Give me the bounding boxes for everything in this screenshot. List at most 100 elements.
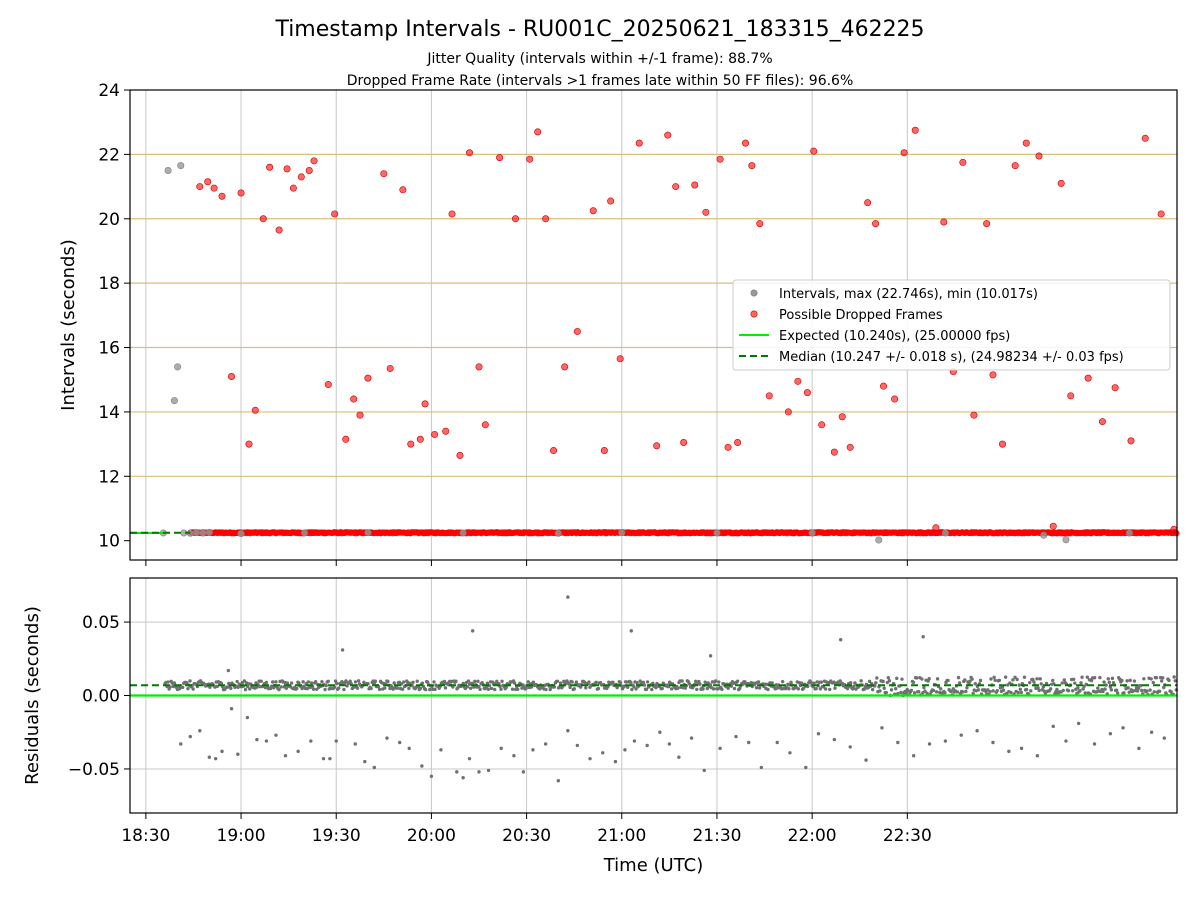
residual-point [566, 595, 570, 599]
dropped-frame-point [1141, 134, 1149, 142]
x-tick-label: 21:30 [692, 826, 741, 846]
residuals-y-tick-label: 0.00 [82, 687, 120, 707]
interval-point [713, 529, 721, 537]
residual-point [295, 686, 299, 691]
interval-point [1125, 529, 1133, 537]
residual-point [558, 681, 563, 685]
chart-subtitle-dropped: Dropped Frame Rate (intervals >1 frames … [347, 73, 854, 89]
residual-point [789, 680, 793, 685]
dropped-frame-point [794, 377, 802, 385]
residual-point [701, 687, 705, 691]
residual-point [864, 758, 868, 762]
residual-point [369, 686, 373, 691]
intervals-panel: 10 12 14 16 18 20 22 24 Intervals (seconds) Int… [58, 81, 1180, 566]
dropped-frame-point [1157, 210, 1165, 218]
dropped-frame-point [900, 149, 908, 157]
residual-point [870, 687, 875, 692]
residual-point [963, 678, 967, 682]
residual-point [284, 686, 289, 690]
residual-point [340, 648, 345, 652]
residual-point [1151, 680, 1155, 685]
residual-point [191, 687, 195, 691]
residual-point [946, 678, 950, 683]
residual-point [478, 687, 482, 692]
dropped-frame-point [431, 430, 439, 438]
residual-point [588, 756, 592, 761]
residual-point [285, 681, 290, 685]
residual-point [1121, 726, 1125, 730]
residual-point [852, 684, 856, 688]
residual-point [927, 677, 931, 681]
residual-point [420, 764, 424, 768]
residual-point [321, 756, 326, 761]
residual-point [323, 687, 327, 692]
residual-point [613, 759, 618, 764]
residual-point [787, 686, 791, 691]
residual-point [1126, 686, 1130, 690]
residual-point [1120, 678, 1124, 683]
residual-point [796, 687, 801, 691]
residual-point [732, 686, 737, 691]
residual-point [862, 687, 866, 691]
residual-point [738, 686, 742, 691]
interval-point [1062, 536, 1070, 544]
residual-point [1061, 688, 1065, 693]
residual-point [943, 739, 948, 743]
residual-point [989, 677, 993, 681]
residual-point [828, 687, 832, 692]
dropped-frame-point [880, 382, 888, 390]
residual-point [392, 681, 396, 685]
residual-point [1104, 683, 1108, 687]
residual-point [309, 681, 314, 685]
residual-point [1076, 721, 1081, 726]
residual-point [255, 737, 259, 742]
residual-point [1162, 685, 1166, 690]
residual-point [993, 678, 997, 683]
residual-point [1081, 687, 1085, 691]
dropped-frame-point [830, 448, 838, 456]
residual-point [1028, 680, 1032, 685]
residual-point [543, 742, 548, 746]
residual-point [641, 680, 646, 685]
residual-point [770, 681, 774, 685]
intervals-y-axis-label: Intervals (seconds) [58, 239, 79, 411]
residual-point [1019, 690, 1024, 695]
residual-point [775, 740, 779, 745]
dropped-frame-point [765, 392, 773, 400]
residual-point [235, 679, 239, 684]
dropped-frame-point [653, 442, 661, 450]
dropped-frame-point [421, 400, 429, 408]
residual-point [229, 686, 233, 691]
residual-point [1011, 678, 1015, 682]
dropped-frame-point [664, 131, 672, 139]
residual-point [220, 749, 224, 754]
residual-point [734, 734, 738, 739]
dropped-frame-point [573, 327, 581, 335]
dropped-frame-point [1127, 437, 1135, 445]
residual-point [425, 680, 430, 684]
residual-point [556, 778, 561, 783]
residual-point [1106, 677, 1110, 681]
residual-point [1085, 675, 1090, 679]
legend-marker-intervals [750, 289, 758, 297]
residual-point [185, 681, 189, 685]
residual-point [1101, 689, 1105, 694]
residual-point [1032, 680, 1036, 684]
residual-point [1114, 688, 1119, 692]
residual-point [917, 689, 921, 694]
residual-point [912, 691, 917, 695]
dropped-frame-point [983, 220, 991, 228]
residual-point [927, 742, 932, 746]
dropped-frame-point [259, 215, 267, 223]
residual-point [1073, 681, 1077, 685]
residual-point [1096, 686, 1100, 690]
dropped-frame-point [364, 374, 372, 382]
residual-point [717, 680, 721, 684]
interval-point [193, 529, 201, 537]
residual-point [735, 679, 740, 683]
residual-point [277, 687, 281, 692]
residual-point [186, 686, 190, 691]
residual-point [477, 684, 481, 689]
residual-point [1055, 687, 1059, 692]
dropped-frame-point [218, 192, 226, 200]
